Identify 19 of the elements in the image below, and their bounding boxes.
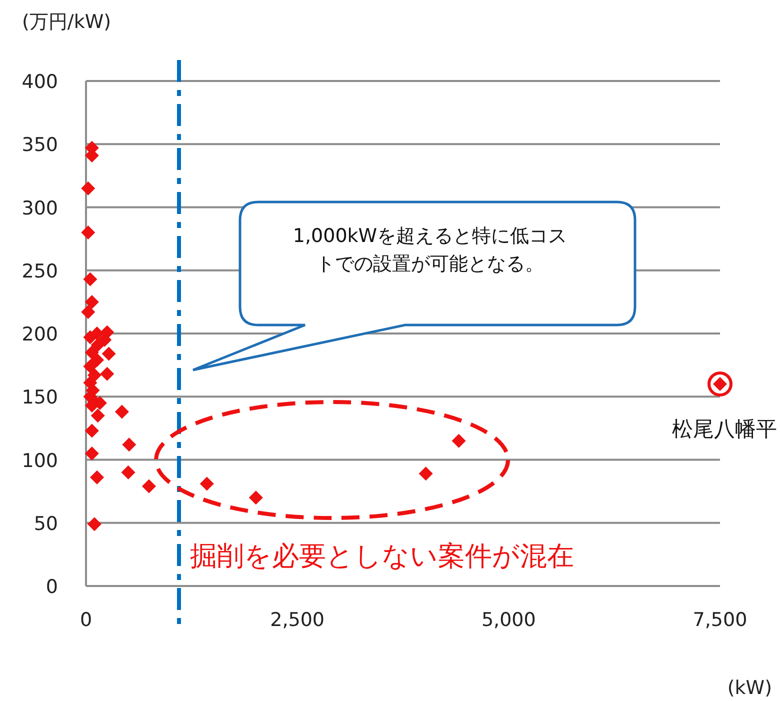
x-tick-label: 0 [80,609,92,631]
y-tick-label: 0 [46,576,58,598]
x-axis-title: (kW) [727,677,772,699]
annotation: 松尾八幡平 [672,417,777,441]
annotation: 掘削を必要としない案件が混在 [190,541,574,572]
y-tick-label: 250 [22,260,58,282]
y-tick-label: 350 [22,134,58,156]
y-axis-title: (万円/kW) [22,11,112,33]
y-tick-label: 300 [22,197,58,220]
annotation: 1,000kWを超えると特に低コストでの設置が可能となる。 [292,224,568,277]
x-tick-label: 2,500 [270,609,325,631]
y-tick-label: 100 [22,450,58,472]
y-tick-label: 400 [22,71,58,93]
x-tick-label: 7,500 [692,609,748,631]
y-tick-label: 200 [22,324,58,346]
callout: 1,000kWを超えると特に低コストでの設置が可能となる。 [192,200,636,372]
y-tick-label: 50 [34,512,58,535]
x-tick-label: 5,000 [481,609,536,631]
y-tick-label: 150 [22,386,58,409]
